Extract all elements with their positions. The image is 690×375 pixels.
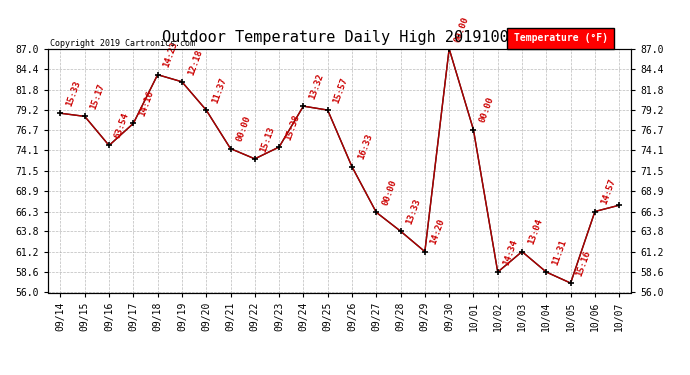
Text: 14:57: 14:57 xyxy=(599,178,617,206)
Text: 11:31: 11:31 xyxy=(551,238,568,267)
Text: 14:34: 14:34 xyxy=(502,238,520,267)
Text: 14:20: 14:20 xyxy=(429,218,446,246)
Text: 15:38: 15:38 xyxy=(284,113,301,141)
Text: 00:00: 00:00 xyxy=(453,15,471,43)
Text: 15:16: 15:16 xyxy=(575,249,593,278)
Text: 15:17: 15:17 xyxy=(89,82,106,111)
Text: 14:23: 14:23 xyxy=(161,41,179,69)
Text: 13:04: 13:04 xyxy=(526,218,544,246)
Text: 15:57: 15:57 xyxy=(332,76,350,105)
Text: 00:00: 00:00 xyxy=(235,115,253,143)
Text: 13:33: 13:33 xyxy=(405,197,422,226)
Text: 11:37: 11:37 xyxy=(210,76,228,105)
Text: Copyright 2019 Cartronics.com: Copyright 2019 Cartronics.com xyxy=(50,39,195,48)
Text: 15:33: 15:33 xyxy=(65,80,82,108)
Text: Temperature (°F): Temperature (°F) xyxy=(513,33,608,44)
Text: 00:00: 00:00 xyxy=(380,178,398,207)
Text: 63:54: 63:54 xyxy=(113,112,131,140)
Text: 15:13: 15:13 xyxy=(259,125,277,153)
Title: Outdoor Temperature Daily High 20191008: Outdoor Temperature Daily High 20191008 xyxy=(162,30,518,45)
Text: 12:18: 12:18 xyxy=(186,48,204,76)
Text: 00:00: 00:00 xyxy=(477,96,495,124)
Text: 16:33: 16:33 xyxy=(356,133,374,161)
Text: 13:32: 13:32 xyxy=(308,72,325,100)
Text: 14:16: 14:16 xyxy=(137,90,155,118)
